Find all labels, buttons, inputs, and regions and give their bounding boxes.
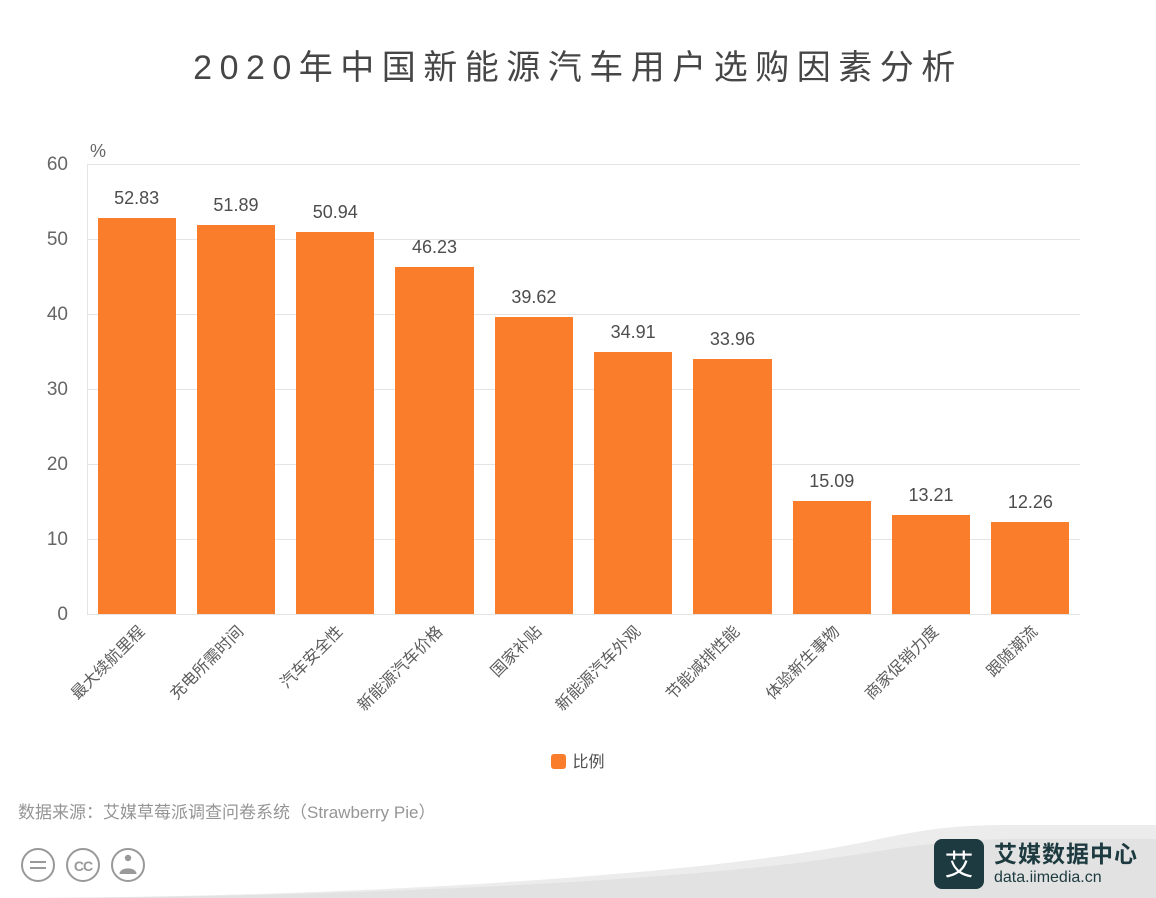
svg-text:CC: CC: [74, 858, 93, 874]
svg-text:艾: 艾: [944, 849, 973, 882]
